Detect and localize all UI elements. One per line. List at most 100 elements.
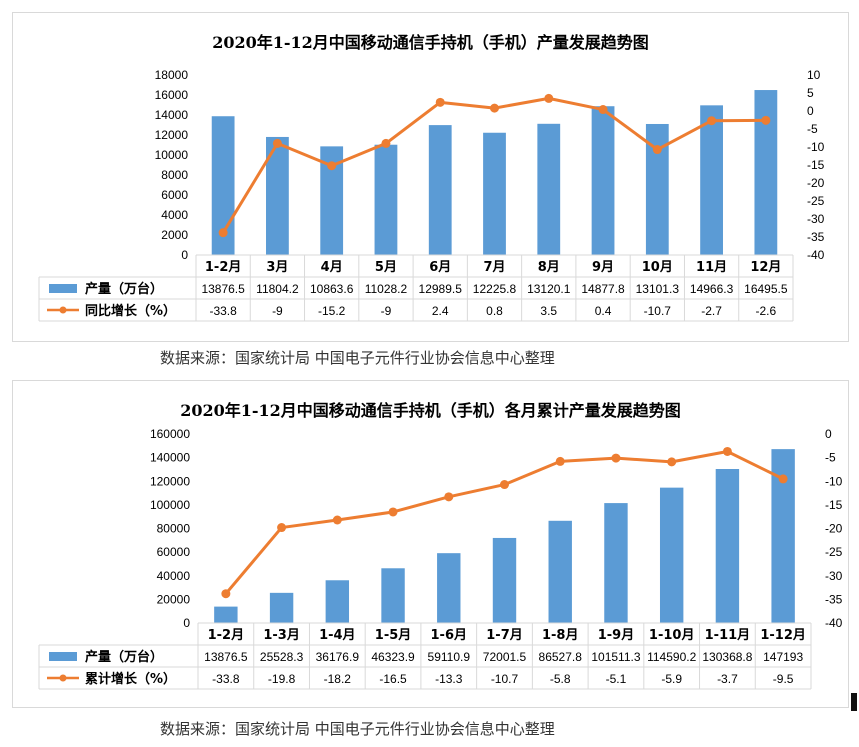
data-table-value: -16.5 — [379, 672, 407, 686]
y2-tick-label: -15 — [807, 158, 825, 172]
line-point — [722, 446, 732, 456]
line-point — [332, 515, 342, 525]
bar — [604, 503, 628, 623]
line-point — [327, 161, 337, 171]
bar — [537, 123, 561, 255]
data-table-value: -10.7 — [644, 304, 672, 318]
y2-tick-label: 5 — [807, 86, 814, 100]
data-table-value: -33.8 — [209, 304, 237, 318]
bar — [645, 123, 669, 255]
bar — [325, 580, 350, 623]
bar — [700, 105, 723, 255]
data-table-value: 59110.9 — [428, 650, 471, 664]
line-point — [218, 228, 228, 238]
x-tick-label: 8月 — [538, 260, 560, 275]
y-tick-label: 160000 — [150, 427, 190, 441]
data-table-value: 86527.8 — [539, 650, 583, 664]
x-tick-label: 1-2月 — [208, 628, 245, 643]
data-table-value: -5.9 — [661, 672, 682, 686]
bar — [211, 116, 235, 255]
x-tick-label: 1-4月 — [319, 628, 356, 643]
data-table-value: -2.6 — [756, 304, 777, 318]
chart-title: 2020年1-12月中国移动通信手持机（手机）产量发展趋势图 — [212, 33, 649, 52]
line-point — [544, 93, 554, 103]
data-table-value: -33.8 — [212, 672, 240, 686]
edge-marker — [851, 693, 857, 711]
line-point — [778, 474, 788, 484]
data-table-value: -9.5 — [773, 672, 794, 686]
bar — [771, 449, 795, 623]
data-table-value: -10.7 — [491, 672, 519, 686]
data-table-value: 147193 — [763, 650, 803, 664]
y-tick-label: 0 — [183, 616, 190, 630]
legend-swatch-bar — [49, 284, 77, 293]
y-tick-label: 8000 — [161, 168, 188, 182]
y2-tick-label: -25 — [825, 545, 843, 559]
bar — [374, 144, 398, 255]
x-tick-label: 1-6月 — [431, 628, 468, 643]
data-table-value: -5.8 — [550, 672, 571, 686]
data-table-value: -2.7 — [701, 304, 722, 318]
data-table-value: 13101.3 — [636, 282, 680, 296]
data-table-value: 3.5 — [540, 304, 557, 318]
y-tick-label: 10000 — [155, 148, 189, 162]
x-tick-label: 1-9月 — [598, 628, 635, 643]
y2-tick-label: -5 — [825, 451, 836, 465]
data-table-value: -18.2 — [324, 672, 352, 686]
data-table-value: 0.8 — [486, 304, 503, 318]
y2-tick-label: 10 — [807, 68, 821, 82]
y-tick-label: 0 — [181, 248, 188, 262]
data-table-value: 0.4 — [595, 304, 612, 318]
y-tick-label: 14000 — [155, 108, 189, 122]
data-table-value: 12989.5 — [419, 282, 463, 296]
data-source-note: 数据来源：国家统计局 中国电子元件行业协会信息中心整理 — [160, 349, 555, 367]
legend-swatch-marker — [59, 306, 67, 314]
data-table-value: 12225.8 — [473, 282, 517, 296]
x-tick-label: 1-10月 — [649, 628, 695, 643]
x-tick-label: 1-5月 — [375, 628, 412, 643]
line-point — [444, 492, 454, 502]
line-point — [388, 507, 398, 517]
data-table-value: 13876.5 — [201, 282, 245, 296]
line-point — [435, 97, 445, 107]
line-point — [598, 105, 608, 115]
line-point — [667, 457, 677, 467]
line-point — [707, 116, 717, 126]
y-tick-label: 100000 — [150, 498, 190, 512]
line-point — [272, 138, 282, 148]
y2-tick-label: -5 — [807, 122, 818, 136]
line-point — [611, 453, 621, 463]
y-tick-label: 12000 — [155, 128, 189, 142]
y2-tick-label: -40 — [825, 616, 843, 630]
bar — [492, 537, 517, 623]
line-point — [221, 589, 231, 599]
data-table-value: 14877.8 — [581, 282, 625, 296]
data-table-value: -9 — [272, 304, 283, 318]
bar — [437, 553, 461, 623]
data-table-value: 130368.8 — [702, 650, 752, 664]
bar — [381, 568, 405, 623]
line-point — [555, 456, 565, 466]
bar — [483, 132, 506, 255]
y-tick-label: 16000 — [155, 88, 189, 102]
data-table-value: -15.2 — [318, 304, 346, 318]
x-tick-label: 1-8月 — [542, 628, 579, 643]
x-tick-label: 6月 — [429, 260, 451, 275]
data-table-value: -13.3 — [435, 672, 463, 686]
y2-tick-label: -40 — [807, 248, 825, 262]
x-tick-label: 7月 — [483, 260, 505, 275]
x-tick-label: 4月 — [321, 260, 343, 275]
legend-swatch-marker — [59, 674, 67, 682]
data-table-value: 13120.1 — [527, 282, 571, 296]
legend-label-bar: 产量（万台） — [85, 649, 163, 665]
y-tick-label: 120000 — [150, 474, 190, 488]
data-table-value: -3.7 — [717, 672, 738, 686]
line-point — [761, 115, 771, 125]
y2-tick-label: -35 — [825, 592, 843, 606]
y-tick-label: 80000 — [157, 522, 191, 536]
bar — [320, 146, 344, 255]
data-table-value: 11804.2 — [256, 282, 299, 296]
line-point — [490, 103, 499, 113]
bar — [754, 90, 778, 255]
chart-title: 2020年1-12月中国移动通信手持机（手机）各月累计产量发展趋势图 — [180, 401, 681, 420]
